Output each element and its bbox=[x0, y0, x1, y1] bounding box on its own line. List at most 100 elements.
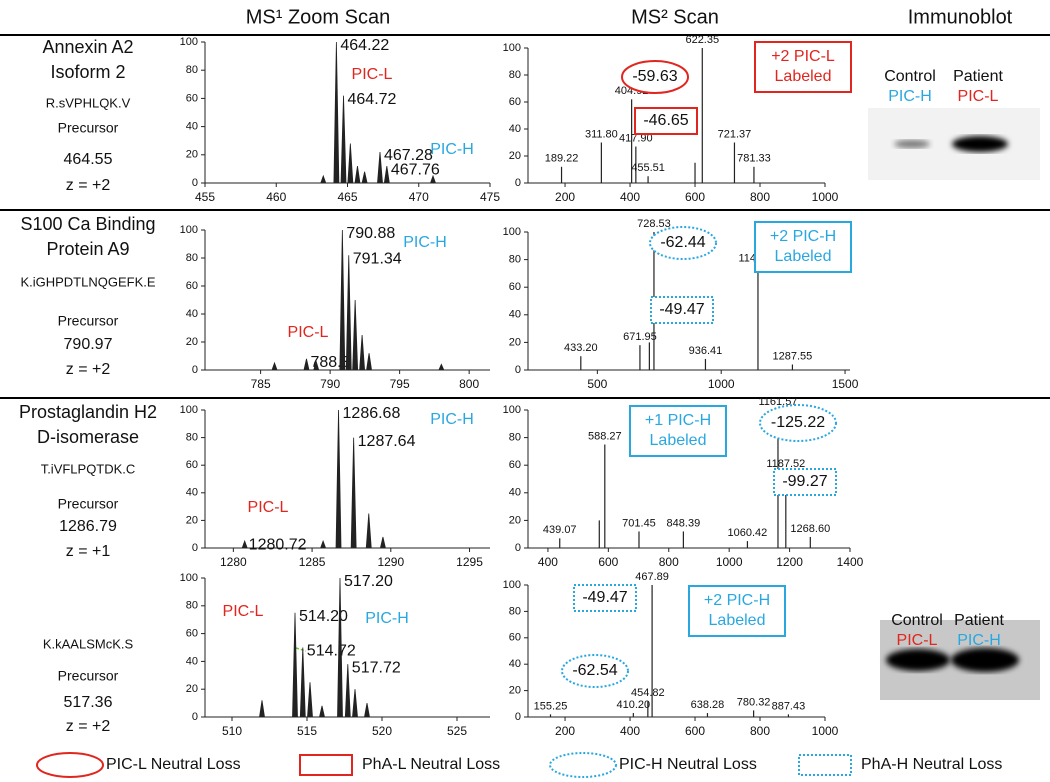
peak-label: 887.43 bbox=[772, 700, 806, 712]
neutral-loss-text: -62.54 bbox=[572, 662, 617, 679]
isotope-label: PIC-L bbox=[288, 324, 329, 341]
charge: z = +2 bbox=[66, 177, 111, 194]
neutral-loss-text: -125.22 bbox=[771, 414, 825, 431]
peak-label: 638.28 bbox=[691, 699, 725, 711]
neutral-loss-ellipse bbox=[561, 654, 629, 688]
y-tick-label: 60 bbox=[186, 628, 198, 640]
peak-label: 781.33 bbox=[737, 153, 771, 165]
protein-name: D-isomerase bbox=[37, 427, 139, 447]
y-tick-label: 80 bbox=[186, 64, 198, 76]
peak bbox=[364, 703, 370, 718]
y-tick-label: 40 bbox=[186, 487, 198, 499]
y-tick-label: 60 bbox=[186, 92, 198, 104]
y-tick-label: 100 bbox=[180, 404, 198, 416]
legend-text: PhA-L Neutral Loss bbox=[362, 756, 500, 773]
y-tick-label: 40 bbox=[509, 487, 521, 499]
y-tick-label: 0 bbox=[192, 177, 198, 189]
peak bbox=[271, 361, 278, 371]
peak bbox=[259, 700, 265, 718]
peak bbox=[339, 229, 346, 371]
peak bbox=[352, 689, 358, 718]
peak-label: 1187.52 bbox=[766, 458, 805, 470]
isotope-label: PIC-H bbox=[430, 141, 474, 158]
y-tick-label: 0 bbox=[192, 711, 198, 723]
y-tick-label: 100 bbox=[503, 404, 521, 416]
y-tick-label: 100 bbox=[503, 42, 521, 54]
y-tick-label: 20 bbox=[509, 336, 521, 348]
x-tick-label: 600 bbox=[685, 724, 705, 738]
y-tick-label: 60 bbox=[509, 459, 521, 471]
y-tick-label: 0 bbox=[515, 542, 521, 554]
x-tick-label: 520 bbox=[372, 724, 392, 738]
x-tick-label: 515 bbox=[297, 724, 317, 738]
x-tick-label: 1000 bbox=[708, 377, 735, 391]
x-tick-label: 1400 bbox=[837, 555, 864, 569]
neutral-loss-text: -99.27 bbox=[782, 473, 827, 490]
lane-tag: PIC-H bbox=[957, 632, 1001, 649]
peak-label: 410.20 bbox=[617, 699, 651, 711]
peak bbox=[359, 334, 366, 371]
y-tick-label: 60 bbox=[186, 280, 198, 292]
peak-label: 728.53 bbox=[637, 218, 671, 230]
legend-text: PhA-H Neutral Loss bbox=[861, 756, 1002, 773]
peak-label: 454.82 bbox=[631, 687, 665, 699]
peak-label: 517.20 bbox=[344, 573, 393, 590]
legend-ellipse bbox=[549, 752, 617, 778]
blot-band bbox=[951, 648, 1019, 672]
peak-label: 588.27 bbox=[588, 430, 622, 442]
neutral-loss-ellipse bbox=[621, 60, 689, 94]
lane-label: Patient bbox=[954, 612, 1004, 629]
charge: z = +1 bbox=[66, 543, 111, 560]
y-tick-label: 20 bbox=[186, 149, 198, 161]
x-tick-label: 400 bbox=[538, 555, 558, 569]
peak-label: 433.20 bbox=[564, 342, 598, 354]
annotation-box bbox=[773, 468, 837, 496]
peak bbox=[344, 664, 351, 718]
y-tick-label: 100 bbox=[180, 36, 198, 48]
precursor-mz: 464.55 bbox=[64, 151, 113, 168]
lane-tag: PIC-L bbox=[897, 632, 938, 649]
x-tick-label: 1000 bbox=[716, 555, 743, 569]
peak bbox=[241, 539, 248, 549]
x-tick-label: 475 bbox=[480, 190, 500, 204]
legend-rect bbox=[798, 754, 852, 776]
peak bbox=[299, 647, 306, 718]
annotation-box bbox=[573, 584, 637, 612]
y-tick-label: 60 bbox=[509, 96, 521, 108]
x-tick-label: 470 bbox=[409, 190, 429, 204]
peak bbox=[429, 174, 437, 184]
peak bbox=[320, 539, 327, 549]
lane-label: Control bbox=[891, 612, 943, 629]
peak bbox=[345, 255, 352, 371]
peak-label: 780.32 bbox=[737, 696, 771, 708]
x-tick-label: 800 bbox=[750, 190, 770, 204]
peak-label: 790.88 bbox=[346, 225, 395, 242]
peak-label: 936.41 bbox=[689, 345, 723, 357]
neutral-loss-text: -49.47 bbox=[582, 589, 627, 606]
header: MS² Scan bbox=[631, 6, 719, 28]
peak-label: 721.37 bbox=[718, 128, 752, 140]
label-box-text: Labeled bbox=[775, 68, 832, 85]
peak-label: 464.72 bbox=[348, 91, 397, 108]
neutral-loss-text: -46.65 bbox=[643, 112, 688, 129]
peak-label: 1060.42 bbox=[728, 527, 768, 539]
precursor-label: Precursor bbox=[58, 313, 119, 329]
x-tick-label: 465 bbox=[337, 190, 357, 204]
x-tick-label: 400 bbox=[620, 190, 640, 204]
peak-label: 514.20 bbox=[299, 608, 348, 625]
protein-name: Annexin A2 bbox=[42, 37, 133, 57]
isotope-label: PIC-H bbox=[403, 234, 447, 251]
annotation-box bbox=[650, 296, 714, 324]
precursor-mz: 517.36 bbox=[64, 694, 113, 711]
precursor-label: Precursor bbox=[58, 120, 119, 136]
label-box-text: Labeled bbox=[650, 432, 707, 449]
x-tick-label: 1000 bbox=[812, 190, 839, 204]
y-tick-label: 0 bbox=[515, 364, 521, 376]
y-tick-label: 60 bbox=[186, 459, 198, 471]
lane-tag: PIC-H bbox=[888, 88, 932, 105]
peak-label: 1287.55 bbox=[773, 350, 813, 362]
peak bbox=[366, 353, 373, 371]
label-box-text: Labeled bbox=[775, 248, 832, 265]
x-tick-label: 455 bbox=[195, 190, 215, 204]
legend-ellipse bbox=[36, 752, 104, 778]
